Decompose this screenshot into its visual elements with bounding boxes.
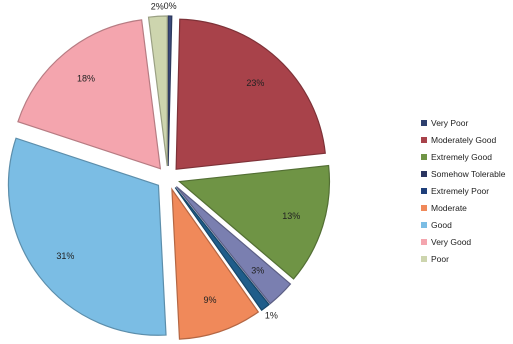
legend-label: Extremely Poor <box>431 186 489 196</box>
pie-slice-very-poor <box>167 15 173 167</box>
legend-item: Moderate <box>421 203 467 213</box>
legend-label: Good <box>431 220 452 230</box>
pie-slice-moderate <box>171 187 260 340</box>
legend-item: Extremely Good <box>421 152 492 162</box>
slice-label-moderately-good: 23% <box>246 78 264 88</box>
legend-swatch <box>421 137 427 143</box>
legend-label: Extremely Good <box>431 152 492 162</box>
legend-item: Moderately Good <box>421 135 496 145</box>
slice-label-extremely-poor: 1% <box>265 310 278 320</box>
legend-item: Extremely Poor <box>421 186 489 196</box>
pie-slice-extremely-poor <box>174 187 270 312</box>
legend-label: Very Good <box>431 237 471 247</box>
legend-swatch <box>421 171 427 177</box>
pie-labels: 0% 23% 13% 3% 1% 9% 31% 18% 2% <box>56 1 300 320</box>
legend-label: Moderately Good <box>431 135 496 145</box>
legend-label: Very Poor <box>431 118 468 128</box>
chart-legend: Very Poor Moderately Good Extremely Good So… <box>421 118 506 264</box>
pie-slice-poor <box>147 15 168 167</box>
slice-label-somehow-tolerable: 3% <box>251 266 264 276</box>
pie-slice-moderately-good <box>175 18 326 170</box>
legend-label: Poor <box>431 254 449 264</box>
legend-swatch <box>421 154 427 160</box>
legend-label: Moderate <box>431 203 467 213</box>
pie-slice-extremely-good <box>178 164 331 280</box>
pie-slice-good <box>7 137 167 336</box>
legend-swatch <box>421 188 427 194</box>
legend-item: Somehow Tolerable <box>421 169 506 179</box>
legend-swatch <box>421 120 427 126</box>
slice-label-poor: 2% <box>151 1 164 11</box>
slice-label-very-poor: 0% <box>164 1 177 11</box>
legend-item: Very Good <box>421 237 471 247</box>
legend-item: Poor <box>421 254 449 264</box>
slice-label-extremely-good: 13% <box>282 211 300 221</box>
legend-swatch <box>421 205 427 211</box>
slice-label-moderate: 9% <box>204 295 217 305</box>
legend-swatch <box>421 256 427 262</box>
pie-slice-somehow-tolerable <box>175 186 292 305</box>
pie-slices <box>7 15 331 340</box>
pie-slice-very-good <box>17 19 162 170</box>
legend-label: Somehow Tolerable <box>431 169 506 179</box>
legend-item: Good <box>421 220 452 230</box>
legend-item: Very Poor <box>421 118 468 128</box>
slice-label-very-good: 18% <box>77 73 95 83</box>
legend-swatch <box>421 222 427 228</box>
slice-label-good: 31% <box>56 251 74 261</box>
legend-swatch <box>421 239 427 245</box>
